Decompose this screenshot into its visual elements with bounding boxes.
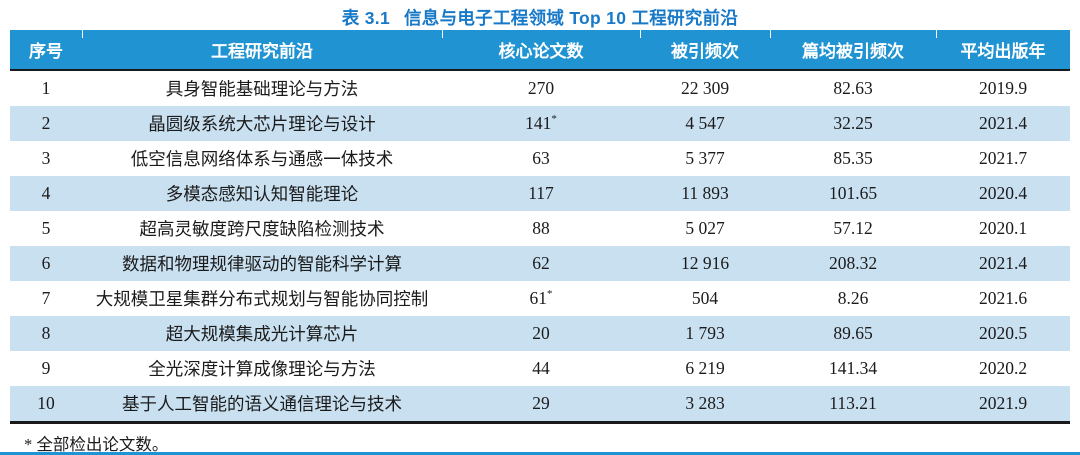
table-row: 4 多模态感知认知智能理论 117 11 893 101.65 2020.4 — [10, 176, 1070, 211]
citations-per-paper-cell: 82.63 — [833, 78, 873, 98]
star-superscript: * — [547, 288, 553, 301]
research-fronts-table: 序号 工程研究前沿 核心论文数 被引频次 篇均被引频次 平均出版年 1 具身智能… — [10, 30, 1070, 424]
front-name-cell: 超大规模集成光计算芯片 — [165, 324, 359, 344]
front-name-cell: 晶圆级系统大芯片理论与设计 — [148, 114, 376, 134]
avg-pub-year-cell: 2021.9 — [978, 393, 1028, 413]
table-title-text: 信息与电子工程领域 Top 10 工程研究前沿 — [403, 8, 739, 28]
citations-cell: 3 283 — [685, 393, 725, 413]
avg-pub-year-cell: 2021.6 — [978, 288, 1028, 308]
citations-cell: 6 219 — [685, 358, 725, 378]
core-papers-cell: 62 — [532, 253, 550, 273]
front-name-cell: 多模态感知认知智能理论 — [165, 184, 359, 204]
col-header-rank: 序号 — [10, 30, 82, 71]
rank-cell: 9 — [41, 358, 51, 378]
citations-per-paper-cell: 8.26 — [837, 288, 869, 308]
footnote: * 全部检出论文数。 — [24, 435, 169, 454]
avg-pub-year-cell: 2020.5 — [978, 323, 1028, 343]
table-row: 2 晶圆级系统大芯片理论与设计 141* 4 547 32.25 2021.4 — [10, 106, 1070, 141]
rank-cell: 4 — [41, 183, 51, 203]
avg-pub-year-cell: 2019.9 — [978, 78, 1028, 98]
table-row: 6 数据和物理规律驱动的智能科学计算 62 12 916 208.32 2021… — [10, 246, 1070, 281]
citations-per-paper-cell: 208.32 — [828, 253, 878, 273]
page-footer-rule — [0, 452, 1080, 455]
citations-per-paper-cell: 141.34 — [828, 358, 878, 378]
core-papers-cell: 44 — [532, 358, 550, 378]
core-papers-cell: 270 — [527, 78, 555, 98]
core-papers-cell: 141* — [525, 113, 557, 133]
rank-cell: 7 — [41, 288, 51, 308]
col-header-core-papers: 核心论文数 — [441, 30, 640, 71]
citations-cell: 12 916 — [680, 253, 730, 273]
rank-cell: 6 — [41, 253, 51, 273]
citations-cell: 11 893 — [681, 183, 729, 203]
citations-per-paper-cell: 101.65 — [828, 183, 878, 203]
table-number-label: 表 3.1 — [341, 8, 390, 28]
citations-cell: 5 377 — [685, 148, 725, 168]
col-header-citations-per-paper: 篇均被引频次 — [769, 30, 936, 71]
core-papers-cell: 117 — [528, 183, 554, 203]
avg-pub-year-cell: 2020.4 — [978, 183, 1028, 203]
table-row: 1 具身智能基础理论与方法 270 22 309 82.63 2019.9 — [10, 70, 1070, 106]
star-superscript: * — [551, 113, 557, 126]
front-name-cell: 超高灵敏度跨尺度缺陷检测技术 — [139, 219, 385, 239]
avg-pub-year-cell: 2020.2 — [978, 358, 1028, 378]
rank-cell: 10 — [37, 393, 55, 413]
front-name-cell: 低空信息网络体系与通感一体技术 — [130, 149, 394, 169]
core-papers-cell: 29 — [532, 393, 550, 413]
front-name-cell: 大规模卫星集群分布式规划与智能协同控制 — [95, 289, 429, 309]
core-papers-cell: 20 — [532, 323, 550, 343]
table-header-row: 序号 工程研究前沿 核心论文数 被引频次 篇均被引频次 平均出版年 — [10, 30, 1070, 71]
citations-cell: 5 027 — [685, 218, 725, 238]
avg-pub-year-cell: 2021.7 — [978, 148, 1028, 168]
citations-per-paper-cell: 113.21 — [829, 393, 877, 413]
col-header-avg-pub-year: 平均出版年 — [935, 30, 1070, 71]
citations-per-paper-cell: 89.65 — [833, 323, 873, 343]
rank-cell: 3 — [41, 148, 51, 168]
citations-per-paper-cell: 85.35 — [833, 148, 873, 168]
rank-cell: 1 — [41, 78, 51, 98]
rank-cell: 5 — [41, 218, 51, 238]
rank-cell: 2 — [41, 113, 51, 133]
citations-cell: 22 309 — [680, 78, 730, 98]
avg-pub-year-cell: 2020.1 — [978, 218, 1028, 238]
front-name-cell: 全光深度计算成像理论与方法 — [148, 359, 376, 379]
front-name-cell: 数据和物理规律驱动的智能科学计算 — [122, 254, 402, 274]
citations-cell: 1 793 — [685, 323, 725, 343]
table-row: 5 超高灵敏度跨尺度缺陷检测技术 88 5 027 57.12 2020.1 — [10, 211, 1070, 246]
avg-pub-year-cell: 2021.4 — [978, 253, 1028, 273]
front-name-cell: 具身智能基础理论与方法 — [165, 79, 359, 99]
citations-cell: 4 547 — [685, 113, 725, 133]
core-papers-cell: 63 — [532, 148, 550, 168]
core-papers-cell: 61* — [529, 288, 553, 308]
core-papers-cell: 88 — [532, 218, 550, 238]
col-header-front: 工程研究前沿 — [81, 30, 442, 71]
table-row: 3 低空信息网络体系与通感一体技术 63 5 377 85.35 2021.7 — [10, 141, 1070, 176]
table-row: 9 全光深度计算成像理论与方法 44 6 219 141.34 2020.2 — [10, 351, 1070, 386]
rank-cell: 8 — [41, 323, 51, 343]
avg-pub-year-cell: 2021.4 — [978, 113, 1028, 133]
table-row: 10 基于人工智能的语义通信理论与技术 29 3 283 113.21 2021… — [10, 386, 1070, 423]
citations-cell: 504 — [691, 288, 719, 308]
table-row: 7 大规模卫星集群分布式规划与智能协同控制 61* 504 8.26 2021.… — [10, 281, 1070, 316]
citations-per-paper-cell: 57.12 — [833, 218, 873, 238]
front-name-cell: 基于人工智能的语义通信理论与技术 — [122, 394, 402, 414]
citations-per-paper-cell: 32.25 — [833, 113, 873, 133]
table-row: 8 超大规模集成光计算芯片 20 1 793 89.65 2020.5 — [10, 316, 1070, 351]
col-header-citations: 被引频次 — [639, 30, 770, 71]
table-title: 表 3.1 信息与电子工程领域 Top 10 工程研究前沿 — [0, 0, 1080, 30]
